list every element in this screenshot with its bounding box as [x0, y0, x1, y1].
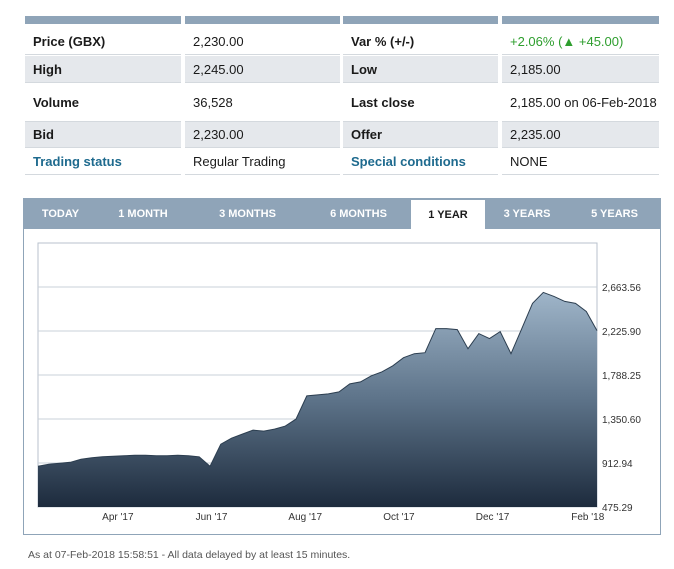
x-tick-label: Jun '17	[196, 512, 228, 523]
stat-label-4[interactable]: Trading status	[33, 153, 122, 169]
row-divider	[25, 54, 181, 55]
row-divider	[185, 54, 340, 55]
stat-value-0: 2,230.00	[193, 33, 244, 49]
stat-label2-1: Low	[343, 56, 498, 82]
row-divider	[343, 147, 498, 148]
row-divider	[502, 121, 659, 122]
row-divider	[502, 147, 659, 148]
tab-5-years[interactable]: 5 YEARS	[591, 208, 638, 220]
stat-value2-3: 2,235.00	[502, 122, 659, 147]
y-tick-label: 912.94	[602, 459, 633, 470]
stat-value-3: 2,230.00	[185, 122, 340, 147]
row-divider	[343, 82, 498, 83]
row-divider	[25, 82, 181, 83]
data-delay-notice: As at 07-Feb-2018 15:58:51 - All data de…	[28, 549, 351, 561]
stat-label-2: Volume	[33, 94, 79, 110]
row-divider	[502, 174, 659, 175]
stat-label2-0: Var % (+/-)	[351, 33, 415, 49]
row-divider	[343, 174, 498, 175]
stat-value2-1: 2,185.00	[502, 56, 659, 82]
row-divider	[343, 121, 498, 122]
stat-value2-2: 2,185.00 on 06-Feb-2018	[510, 94, 657, 110]
tab-today[interactable]: TODAY	[41, 208, 80, 220]
price-area-chart: 475.29 912.94 1,350.60 1,788.25 2,225.90 2,66…	[37, 242, 641, 523]
x-tick-label: Feb '18	[571, 512, 604, 523]
row-divider	[185, 121, 340, 122]
x-tick-label: Aug '17	[288, 512, 322, 523]
stat-value-2: 36,528	[193, 94, 233, 110]
row-divider	[185, 174, 340, 175]
tab-3-years[interactable]: 3 YEARS	[503, 208, 551, 220]
stat-value2-0: +2.06% (▲ +45.00)	[510, 33, 624, 49]
stat-label-0: Price (GBX)	[33, 33, 106, 49]
column-header-bar	[502, 16, 659, 24]
row-divider	[25, 121, 181, 122]
tab-3-months[interactable]: 3 MONTHS	[219, 208, 276, 220]
stat-label2-3: Offer	[343, 122, 498, 147]
price-line	[37, 291, 598, 468]
column-header-bar	[343, 16, 498, 24]
y-tick-label: 2,225.90	[602, 327, 641, 338]
y-tick-label: 1,350.60	[602, 415, 641, 426]
price-area	[38, 292, 597, 507]
stat-value-1: 2,245.00	[185, 56, 340, 82]
stat-label2-4[interactable]: Special conditions	[351, 153, 466, 169]
y-tick-label: 2,663.56	[602, 283, 641, 294]
column-header-bar	[25, 16, 181, 24]
stat-label-3: Bid	[25, 122, 181, 147]
x-tick-label: Oct '17	[383, 512, 415, 523]
row-divider	[502, 82, 659, 83]
x-tick-label: Dec '17	[476, 512, 510, 523]
tab-6-months[interactable]: 6 MONTHS	[330, 208, 387, 220]
row-divider	[185, 82, 340, 83]
row-divider	[185, 147, 340, 148]
stat-value2-4: NONE	[510, 153, 548, 169]
stat-value-4: Regular Trading	[193, 153, 286, 169]
stat-label-1: High	[25, 56, 181, 82]
price-chart-panel: TODAY 1 MONTH 3 MONTHS 6 MONTHS 1 YEAR 3 YEAR…	[23, 198, 661, 535]
tab-1-month[interactable]: 1 MONTH	[118, 208, 168, 220]
column-header-bar	[185, 16, 340, 24]
period-tabs: TODAY 1 MONTH 3 MONTHS 6 MONTHS 1 YEAR 3 YEAR…	[24, 199, 660, 230]
row-divider	[343, 54, 498, 55]
row-divider	[25, 174, 181, 175]
y-tick-label: 475.29	[602, 503, 633, 514]
row-divider	[502, 54, 659, 55]
y-tick-label: 1,788.25	[602, 371, 641, 382]
stat-label2-2: Last close	[351, 94, 415, 110]
tab-1-year[interactable]: 1 YEAR	[411, 200, 485, 230]
row-divider	[25, 147, 181, 148]
x-tick-label: Apr '17	[102, 512, 134, 523]
